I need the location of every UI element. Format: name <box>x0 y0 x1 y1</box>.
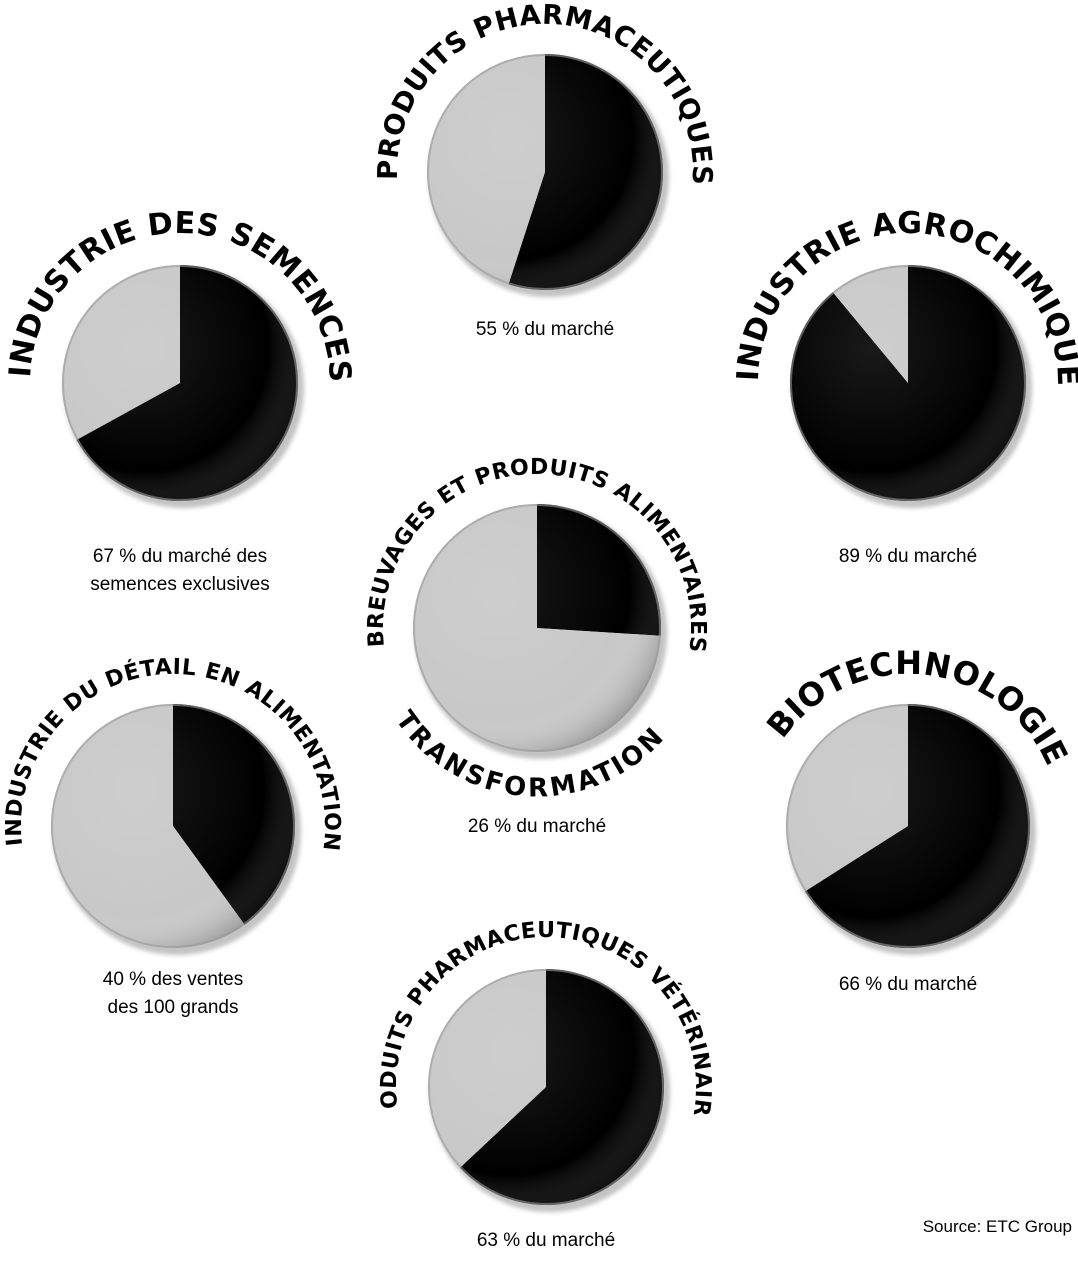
pie-rim <box>790 265 1026 501</box>
pie-caption-line: 55 % du marché <box>476 319 614 340</box>
pie-caption-line: 26 % du marché <box>468 816 606 837</box>
pie-bevel <box>786 704 1030 948</box>
pie-rim <box>62 265 298 501</box>
pie-bevel <box>428 969 664 1205</box>
pie-rim <box>413 504 661 752</box>
pie-caption-line: 40 % des ventes <box>103 969 243 990</box>
pie-caption-line: 89 % du marché <box>839 546 977 567</box>
pie-bevel <box>790 265 1026 501</box>
pie-rim <box>786 704 1030 948</box>
source-note: Source: ETC Group <box>923 1217 1072 1236</box>
pie-caption-line: 66 % du marché <box>839 974 977 995</box>
pie-bevel <box>51 704 295 948</box>
pie-chart-3: INDUSTRIE AGROCHIMIQUE89 % du marché <box>731 206 1078 567</box>
pie-caption-line: semences exclusives <box>90 574 270 595</box>
pie-bevel <box>413 504 661 752</box>
pie-caption-line: 67 % du marché des <box>93 546 267 567</box>
pie-rim <box>427 54 663 290</box>
pie-rim <box>428 969 664 1205</box>
pie-bevel <box>62 265 298 501</box>
pie-bevel <box>427 54 663 290</box>
pie-caption-line: 63 % du marché <box>477 1230 615 1251</box>
pie-chart-4: BREUVAGES ET PRODUITS ALIMENTAIRESTRANSF… <box>364 455 710 837</box>
pie-caption-line: des 100 grands <box>108 997 239 1018</box>
pie-rim <box>51 704 295 948</box>
